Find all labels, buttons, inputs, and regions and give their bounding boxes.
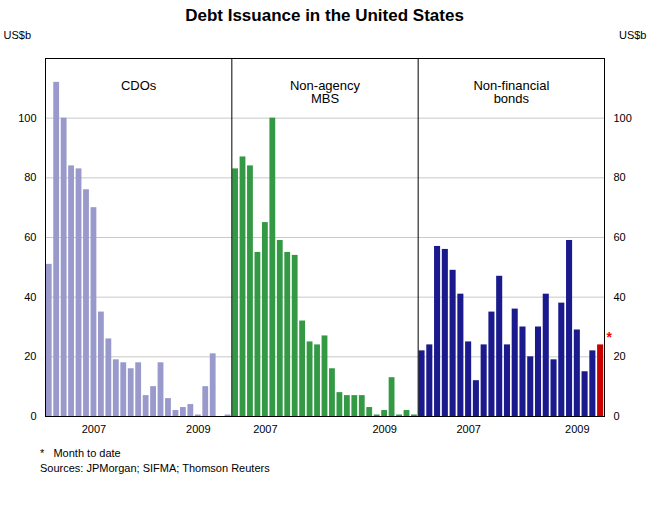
- svg-text:60: 60: [614, 231, 626, 243]
- svg-text:Non-financialbonds: Non-financialbonds: [473, 78, 549, 106]
- html-text:Sources: JPMorgan; SIFMA; Thom: Sources: JPMorgan; SIFMA; Thomson Reuter…: [40, 462, 270, 474]
- svg-text:20: 20: [614, 350, 626, 362]
- svg-text:2009: 2009: [372, 423, 396, 435]
- svg-text:US$b: US$b: [619, 29, 647, 41]
- svg-text:Non-agencyMBS: Non-agencyMBS: [290, 78, 361, 106]
- svg-text:0: 0: [30, 410, 36, 422]
- svg-text:40: 40: [24, 291, 36, 303]
- svg-text:2007: 2007: [456, 423, 480, 435]
- svg-text:100: 100: [614, 112, 632, 124]
- svg-text:2007: 2007: [253, 423, 277, 435]
- svg-text:0: 0: [614, 410, 620, 422]
- svg-text:US$b: US$b: [4, 29, 32, 41]
- html-text:* Month to date: * Month to date: [40, 447, 121, 459]
- svg-text:100: 100: [18, 112, 36, 124]
- svg-text:40: 40: [614, 291, 626, 303]
- svg-text:20: 20: [24, 350, 36, 362]
- svg-text:*: *: [607, 329, 613, 345]
- svg-text:2009: 2009: [565, 423, 589, 435]
- svg-text:80: 80: [24, 171, 36, 183]
- svg-text:CDOs: CDOs: [121, 78, 157, 93]
- svg-text:80: 80: [614, 171, 626, 183]
- svg-text:2007: 2007: [82, 423, 106, 435]
- svg-text:2009: 2009: [186, 423, 210, 435]
- svg-text:60: 60: [24, 231, 36, 243]
- html-text:Debt Issuance in the United St: Debt Issuance in the United States: [185, 6, 464, 25]
